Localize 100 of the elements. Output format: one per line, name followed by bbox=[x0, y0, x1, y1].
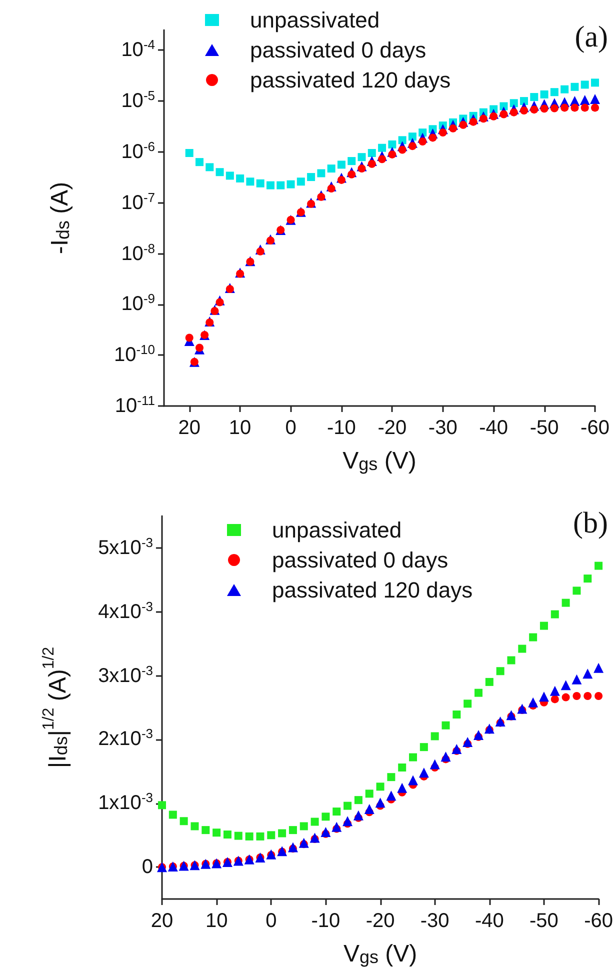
point bbox=[398, 764, 406, 772]
point bbox=[185, 334, 194, 342]
y-tick-label: 10$^{-9}$ bbox=[121, 291, 155, 316]
point bbox=[397, 782, 408, 793]
point bbox=[490, 112, 498, 120]
point bbox=[442, 721, 450, 730]
point bbox=[550, 104, 558, 112]
point bbox=[354, 796, 362, 804]
point bbox=[320, 826, 331, 837]
point bbox=[507, 656, 516, 664]
point bbox=[584, 574, 592, 583]
x-tick-label: 10 bbox=[205, 910, 228, 932]
point bbox=[550, 610, 559, 618]
y-tick-label: 10$^{-5}$ bbox=[121, 88, 155, 112]
point bbox=[582, 668, 593, 679]
point bbox=[562, 598, 570, 607]
point bbox=[550, 88, 558, 96]
point bbox=[288, 826, 297, 834]
point bbox=[418, 768, 429, 778]
point bbox=[452, 744, 462, 754]
point bbox=[580, 80, 589, 89]
point bbox=[310, 832, 320, 843]
x-tick-label: -20 bbox=[378, 417, 407, 439]
point bbox=[364, 804, 374, 814]
point bbox=[358, 153, 366, 162]
point bbox=[594, 562, 603, 570]
point bbox=[276, 181, 285, 190]
y-tick-label: 1x10$^{-3}$ bbox=[98, 790, 153, 814]
point bbox=[358, 164, 366, 173]
x-axis-title: Vgs (V) bbox=[343, 940, 418, 968]
point bbox=[317, 192, 326, 201]
point bbox=[353, 810, 364, 820]
x-tick-label: -60 bbox=[584, 910, 613, 932]
point bbox=[540, 622, 548, 630]
x-tick-label: -10 bbox=[311, 910, 340, 932]
point bbox=[452, 710, 461, 719]
point bbox=[473, 730, 484, 740]
y-tick-label: 10$^{-4}$ bbox=[121, 37, 155, 62]
point bbox=[409, 753, 418, 762]
point bbox=[387, 773, 396, 782]
point bbox=[529, 633, 538, 642]
point bbox=[378, 155, 386, 164]
legend-label: passivated 120 days bbox=[250, 68, 451, 92]
point bbox=[256, 247, 264, 256]
annotation: (b) bbox=[573, 506, 608, 540]
point bbox=[342, 816, 353, 826]
point bbox=[375, 798, 386, 808]
point bbox=[216, 298, 224, 306]
point bbox=[286, 180, 295, 188]
y-tick-label: 10$^{-8}$ bbox=[121, 240, 155, 265]
point bbox=[307, 173, 316, 182]
point bbox=[368, 149, 376, 158]
point bbox=[528, 697, 538, 708]
point bbox=[185, 149, 194, 158]
y-tick-label: 3x10$^{-3}$ bbox=[98, 662, 153, 687]
point bbox=[378, 144, 386, 152]
point bbox=[479, 114, 488, 123]
point bbox=[327, 184, 336, 193]
point bbox=[570, 104, 579, 112]
point bbox=[530, 93, 538, 102]
point bbox=[310, 818, 319, 826]
point bbox=[337, 160, 346, 169]
point bbox=[368, 160, 376, 168]
x-axis-title: Vgs (V) bbox=[342, 447, 416, 474]
point bbox=[348, 157, 356, 166]
point bbox=[365, 790, 374, 798]
point bbox=[580, 104, 589, 112]
point bbox=[462, 736, 473, 747]
point bbox=[550, 695, 559, 704]
point bbox=[168, 810, 177, 819]
point bbox=[300, 822, 308, 830]
point bbox=[234, 832, 242, 840]
y-tick-label: 2x10$^{-3}$ bbox=[98, 726, 153, 750]
point bbox=[590, 94, 600, 104]
point bbox=[500, 110, 508, 118]
point bbox=[430, 732, 439, 740]
y-tick-label: 10$^{-7}$ bbox=[121, 190, 155, 214]
point bbox=[332, 822, 342, 832]
point bbox=[520, 97, 528, 106]
point bbox=[398, 146, 406, 154]
point bbox=[376, 782, 384, 791]
point bbox=[572, 674, 582, 684]
annotation: (a) bbox=[574, 20, 608, 54]
point bbox=[317, 169, 326, 178]
point bbox=[332, 808, 341, 816]
point bbox=[459, 120, 468, 129]
point bbox=[464, 700, 472, 708]
point bbox=[278, 829, 286, 838]
legend-label: passivated 0 days bbox=[250, 38, 426, 62]
point bbox=[236, 174, 244, 182]
x-tick-label: -20 bbox=[366, 910, 395, 932]
point bbox=[266, 236, 274, 245]
y-axis-title: |Ids|1/2 (A)1/2 bbox=[40, 646, 72, 768]
x-tick-label: -30 bbox=[420, 910, 450, 932]
x-tick-label: -40 bbox=[474, 910, 504, 932]
point bbox=[560, 104, 569, 112]
point bbox=[540, 90, 548, 98]
y-tick-label: 4x10$^{-3}$ bbox=[98, 598, 153, 623]
point bbox=[560, 680, 571, 690]
point bbox=[327, 164, 336, 173]
